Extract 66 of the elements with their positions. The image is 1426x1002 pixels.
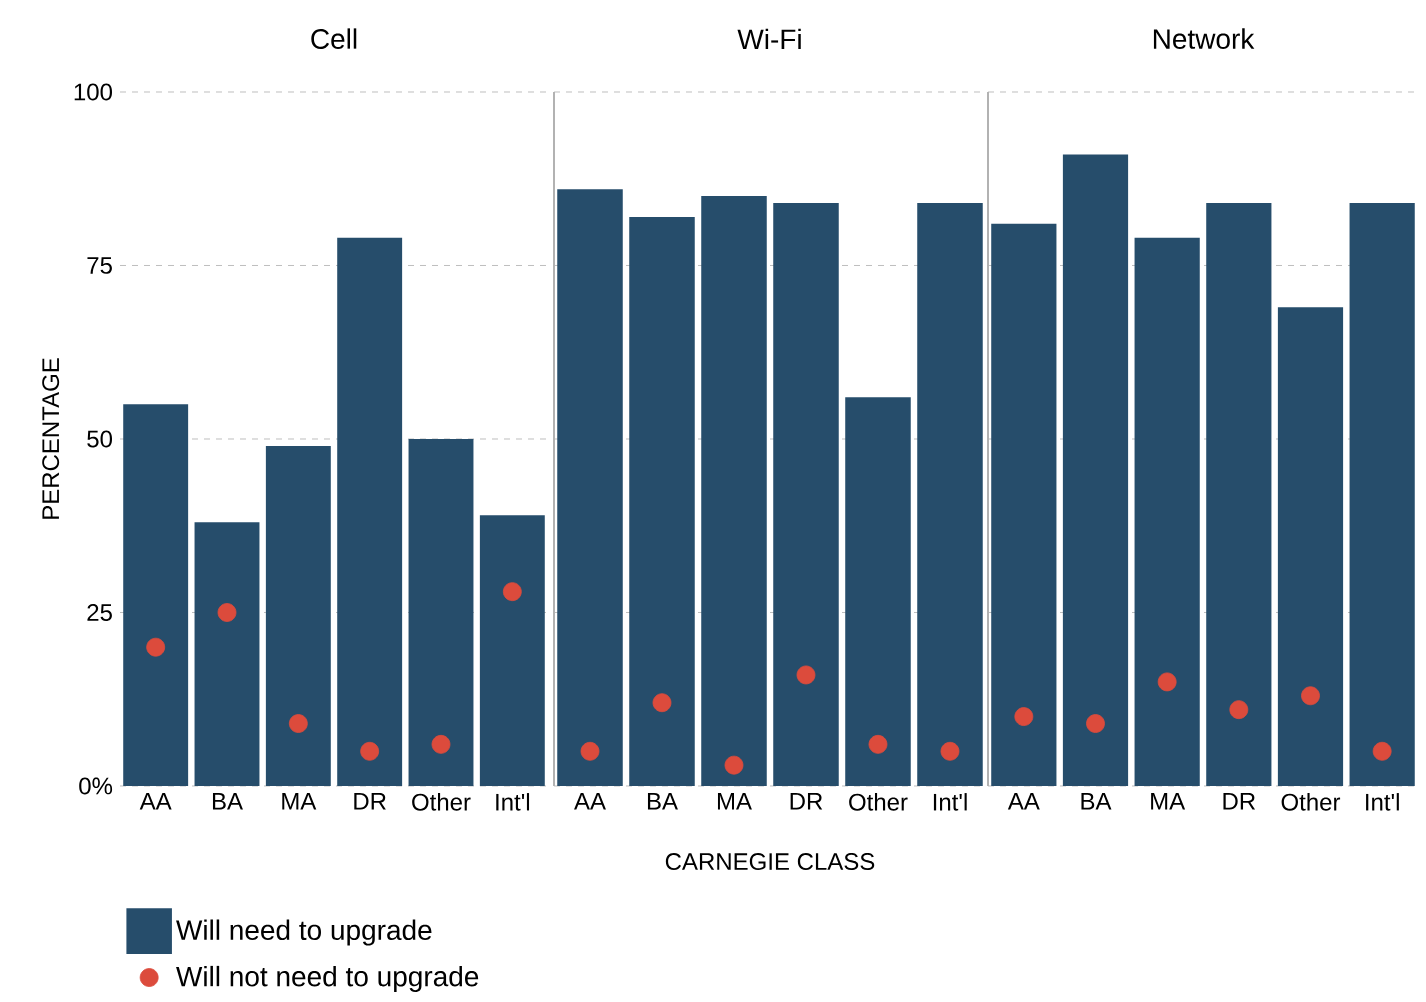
point <box>1086 714 1105 733</box>
y-tick-label: 50 <box>87 430 113 448</box>
bar <box>479 515 545 786</box>
x-tick-label: AA <box>574 793 606 810</box>
bar <box>557 189 623 786</box>
x-tick-label: Int'l <box>933 793 967 811</box>
bar <box>1134 237 1200 786</box>
chart-title: Wi-Fi <box>737 28 801 49</box>
point <box>868 734 888 754</box>
chart-title: Cell <box>311 28 357 49</box>
y-axis-title: PERCENTAGE <box>42 358 60 519</box>
bar <box>408 438 474 786</box>
y-tick-label: 25 <box>87 604 112 621</box>
bar <box>1206 203 1272 786</box>
legend-label: Will need to upgrade <box>176 919 432 946</box>
point <box>1229 700 1249 720</box>
bar <box>845 397 911 786</box>
bar <box>194 522 260 786</box>
bar <box>1349 203 1415 786</box>
x-axis-title: CARNEGIE CLASS <box>665 853 875 871</box>
bar <box>265 445 331 786</box>
y-tick-label: 100 <box>74 83 113 101</box>
legend-label: Will not need to upgrade <box>176 965 479 992</box>
bar <box>773 203 839 786</box>
point <box>288 714 308 733</box>
x-tick-label: BA <box>647 793 678 810</box>
x-tick-label: DR <box>790 793 823 810</box>
point <box>217 603 237 622</box>
point <box>652 693 672 713</box>
bar <box>337 237 403 786</box>
point <box>146 637 166 657</box>
bar <box>701 196 767 786</box>
bar <box>917 203 983 786</box>
point <box>796 665 816 685</box>
point <box>1014 707 1034 726</box>
y-tick-label: 75 <box>87 257 112 274</box>
point <box>502 582 522 602</box>
x-tick-label: MA <box>717 793 752 810</box>
y-tick-label: 0% <box>79 777 113 795</box>
point <box>1372 741 1392 761</box>
bar <box>1277 307 1344 786</box>
point <box>940 741 960 761</box>
chart-title: Network <box>1153 28 1255 49</box>
point <box>580 741 600 761</box>
bar <box>991 223 1057 786</box>
x-tick-label: Int'l <box>1366 793 1399 811</box>
x-tick-label: DR <box>1223 793 1256 810</box>
x-tick-label: DR <box>354 793 386 810</box>
x-tick-label: BA <box>212 793 243 810</box>
bar <box>629 216 695 786</box>
bar <box>1062 154 1129 786</box>
point <box>1157 672 1177 692</box>
point <box>724 755 744 775</box>
x-tick-label: AA <box>139 793 172 810</box>
x-tick-label: Int'l <box>496 793 530 811</box>
point <box>431 734 451 754</box>
x-tick-label: BA <box>1081 793 1112 810</box>
x-tick-label: Other <box>412 793 471 811</box>
point <box>360 741 380 761</box>
bar <box>123 404 189 786</box>
point <box>1301 686 1320 706</box>
x-tick-label: MA <box>1151 793 1186 810</box>
x-tick-label: Other <box>1281 793 1341 811</box>
x-tick-label: MA <box>282 793 317 810</box>
x-tick-label: AA <box>1007 793 1040 810</box>
x-tick-label: Other <box>849 793 908 811</box>
